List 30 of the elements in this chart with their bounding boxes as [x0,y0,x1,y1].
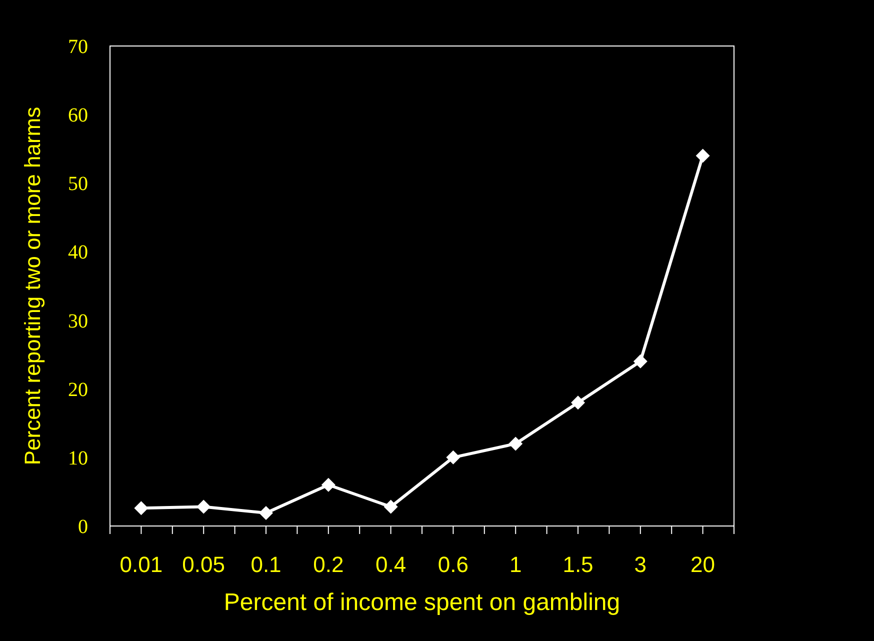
point [384,500,398,514]
x-tick-label: 0.1 [250,552,282,577]
y-tick-label: 70 [68,36,88,58]
point [696,148,710,163]
point [134,501,148,516]
point [571,396,585,410]
y-tick-label: 50 [68,173,88,196]
x-tick-label: 0.05 [182,552,226,577]
point [446,450,460,464]
point [633,354,648,368]
x-tick-label: 3 [634,552,647,577]
x-tick-label: 1.5 [562,552,594,577]
y-tick-label: 30 [68,310,88,332]
x-tick-label: 1 [509,552,522,577]
x-tick-label: 0.01 [120,552,163,577]
x-tick-label: 20 [690,552,716,577]
y-tick-label: 20 [68,378,88,401]
y-tick-label: 60 [68,104,88,127]
x-axis-title: Percent of income spent on gambling [224,589,620,616]
y-axis-title: Percent reporting two or more harms [20,106,45,466]
point [321,478,336,492]
x-tick-label: 0.4 [376,552,406,577]
point [508,436,523,451]
point [259,506,273,520]
x-tick-label: 0.6 [438,552,468,577]
y-tick-label: 10 [68,447,88,470]
y-tick-label: 40 [68,242,88,264]
x-tick-label: 0.2 [313,552,344,577]
y-tick-label: 0 [78,516,88,538]
point [196,500,211,514]
